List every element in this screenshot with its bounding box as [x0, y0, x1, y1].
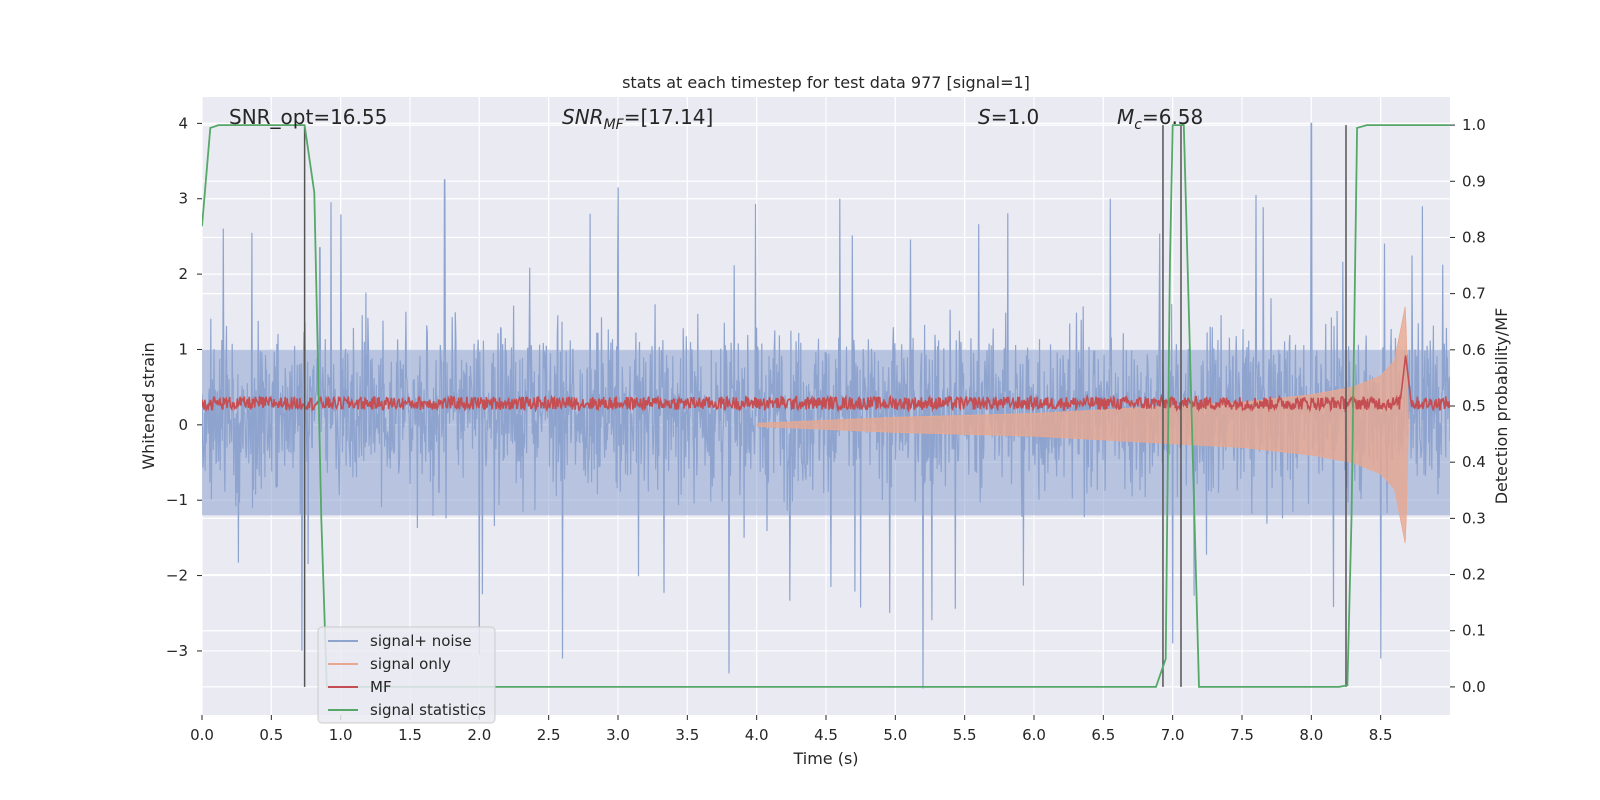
s-annotation: S=1.0	[978, 105, 1039, 129]
y-axis-label: Whitened strain	[139, 342, 158, 469]
y2-tick-label: 0.1	[1462, 622, 1486, 640]
series-layer	[202, 122, 1450, 689]
series-mf-line	[202, 355, 1450, 413]
legend: signal+ noise signal only MF signal stat…	[317, 626, 496, 724]
y2-tick-label: 0.5	[1462, 397, 1486, 415]
y2-tick-label: 0.4	[1462, 453, 1486, 471]
x-tick-label: 3.5	[675, 726, 699, 744]
legend-label-signal-noise: signal+ noise	[370, 632, 472, 650]
y2-tick-label: 0.0	[1462, 678, 1486, 696]
y2-tick-label: 0.9	[1462, 172, 1486, 190]
x-axis-label: Time (s)	[792, 749, 858, 768]
x-tick-label: 8.5	[1369, 726, 1393, 744]
y2-tick-label: 0.8	[1462, 228, 1486, 246]
mc-annotation: Mc=6.58	[1117, 105, 1203, 133]
series-signal-only-area	[756, 306, 1409, 544]
snr-mf-main: SNR	[562, 105, 604, 129]
s-rest: =1.0	[991, 105, 1040, 129]
y-tick-label: 3	[178, 190, 188, 208]
x-tick-label: 1.0	[329, 726, 353, 744]
x-tick-label: 2.5	[537, 726, 561, 744]
y-tick-label: 4	[178, 114, 188, 132]
x-tick-label: 6.0	[1022, 726, 1046, 744]
s-main: S	[978, 105, 991, 129]
x-tick-label: 5.5	[953, 726, 977, 744]
x-tick-label: 0.5	[259, 726, 283, 744]
y-tick-label: −3	[166, 642, 188, 660]
snr-opt-annotation: SNR_opt=16.55	[229, 105, 387, 129]
legend-label-signal-statistics: signal statistics	[370, 701, 486, 719]
x-tick-label: 3.0	[606, 726, 630, 744]
y-tick-label: −1	[166, 491, 188, 509]
y-tick-label: 0	[178, 416, 188, 434]
mc-main: M	[1117, 105, 1134, 129]
x-tick-label: 0.0	[190, 726, 214, 744]
y2-tick-label: 0.7	[1462, 285, 1486, 303]
legend-label-mf: MF	[370, 678, 392, 696]
x-tick-label: 5.0	[883, 726, 907, 744]
series-signal-statistics-line	[202, 124, 1450, 688]
legend-label-signal-only: signal only	[370, 655, 451, 673]
x-tick-label: 7.0	[1161, 726, 1185, 744]
y2-tick-label: 0.3	[1462, 509, 1486, 527]
y-tick-label: −2	[166, 567, 188, 585]
snr-mf-sub: MF	[604, 117, 625, 133]
y-tick-label: 2	[178, 265, 188, 283]
y2-tick-label: 0.2	[1462, 566, 1486, 584]
legend-frame	[317, 626, 496, 724]
x-tick-label: 2.0	[467, 726, 491, 744]
annotations: SNR_opt=16.55 SNRMF=[17.14] S=1.0 Mc=6.5…	[229, 105, 1203, 133]
y2-tick-label: 0.6	[1462, 341, 1486, 359]
x-tick-label: 1.5	[398, 726, 422, 744]
x-tick-label: 6.5	[1091, 726, 1115, 744]
y2-tick-label: 1.0	[1462, 116, 1486, 134]
snr-mf-annotation: SNRMF=[17.14]	[562, 105, 713, 133]
y2-axis-label: Detection probability/MF	[1492, 308, 1511, 505]
x-tick-label: 8.0	[1299, 726, 1323, 744]
x-tick-label: 4.0	[745, 726, 769, 744]
chart-title: stats at each timestep for test data 977…	[622, 73, 1030, 92]
x-tick-label: 4.5	[814, 726, 838, 744]
mc-sub: c	[1134, 117, 1142, 133]
y-tick-label: 1	[178, 340, 188, 358]
mc-rest: =6.58	[1142, 105, 1203, 129]
axes-layer: 0.0 0.5 1.0 1.5 2.0 2.5 3.0 3.5 4.0 4.5 5.0 5.5 6.0 6…	[166, 114, 1486, 744]
x-tick-label: 7.5	[1230, 726, 1254, 744]
snr-mf-rest-first: =[17.14]	[624, 105, 714, 129]
